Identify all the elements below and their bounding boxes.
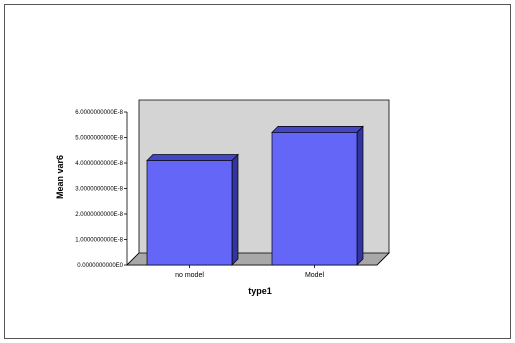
x-axis-label: type1 bbox=[248, 286, 272, 296]
y-tick-label: 0.0000000000E0 bbox=[77, 263, 123, 269]
x-axis-ticks: no model Model bbox=[175, 265, 324, 279]
bar-top bbox=[271, 126, 364, 133]
y-axis-label: Mean var6 bbox=[55, 155, 65, 199]
bar bbox=[271, 125, 364, 266]
y-tick-label: 4.0000000000E-8 bbox=[75, 161, 123, 167]
bar bbox=[146, 153, 239, 266]
bar-front bbox=[271, 132, 358, 266]
y-tick-label: 2.0000000000E-8 bbox=[75, 212, 123, 218]
bar-side bbox=[356, 125, 364, 266]
y-tick-label: 5.0000000000E-8 bbox=[75, 136, 123, 142]
bar-top bbox=[146, 154, 239, 161]
x-tick-label: Model bbox=[305, 272, 325, 279]
y-tick-label: 1.0000000000E-8 bbox=[75, 238, 123, 244]
x-tick-label: no model bbox=[175, 272, 204, 279]
bars bbox=[146, 125, 364, 266]
bar-side bbox=[231, 153, 239, 266]
y-axis-ticks: 0.0000000000E0 1.0000000000E-8 2.000000000… bbox=[75, 110, 127, 269]
y-tick-label: 3.0000000000E-8 bbox=[75, 187, 123, 193]
y-tick-label: 6.0000000000E-8 bbox=[75, 110, 123, 116]
bar-front bbox=[146, 160, 233, 266]
